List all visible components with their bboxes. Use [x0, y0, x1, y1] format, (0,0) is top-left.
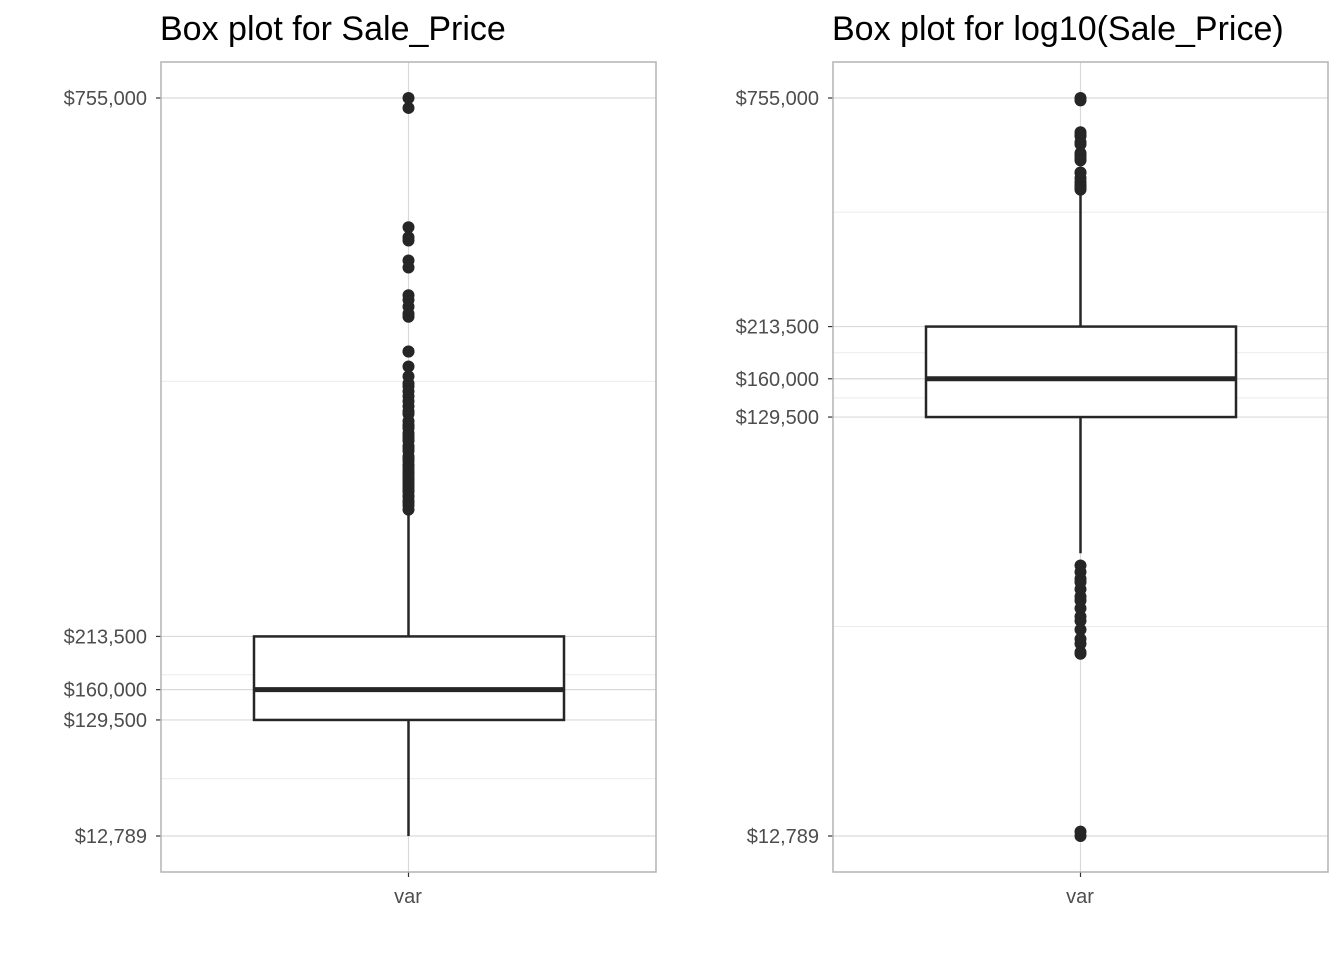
outlier-point: [1074, 614, 1087, 627]
outlier-point: [402, 503, 415, 516]
outlier-point: [402, 310, 415, 323]
y-tick-label: $12,789: [75, 826, 147, 848]
chart-title: Box plot for log10(Sale_Price): [832, 10, 1284, 48]
outlier-point: [402, 92, 415, 104]
panel-border: [832, 61, 1329, 873]
plot-area: $12,789 $129,500 $160,000 $213,500 $755,000: [736, 61, 1329, 877]
y-tick-label: $213,500: [64, 626, 147, 648]
y-tick-label: $160,000: [64, 680, 147, 702]
iqr-box: [924, 325, 1238, 419]
outlier-point: [1074, 602, 1087, 615]
outlier-point: [1074, 183, 1087, 196]
y-tick-label: $129,500: [736, 407, 819, 429]
y-tick-label: $755,000: [736, 88, 819, 110]
chart-title: Box plot for Sale_Price: [160, 10, 506, 48]
y-tick-label: $129,500: [64, 710, 147, 732]
outlier-point: [1074, 154, 1087, 167]
outlier-point: [402, 221, 415, 234]
x-tick-label: var: [1066, 886, 1094, 908]
plot-area: $12,789 $129,500 $160,000 $213,500 $755,000: [64, 61, 657, 877]
outlier-point: [1074, 138, 1087, 151]
outlier-point: [402, 360, 415, 373]
y-tick-label: $213,500: [736, 317, 819, 339]
y-tick-label: $12,789: [747, 826, 819, 848]
y-tick-label: $160,000: [736, 369, 819, 391]
outlier-point: [1074, 623, 1087, 636]
outlier-point: [402, 234, 415, 247]
chart-panel-log-sale-price: Box plot for log10(Sale_Price) $12,789$1…: [736, 10, 1329, 908]
outlier-point: [402, 345, 415, 358]
outlier-point: [1074, 94, 1087, 107]
outlier-point: [1074, 647, 1087, 660]
outlier-point: [1074, 830, 1087, 842]
outlier-point: [402, 261, 415, 274]
y-tick-label: $755,000: [64, 88, 147, 110]
panel-border: [160, 61, 657, 873]
chart-panel-sale-price: Box plot for Sale_Price $12,789$129,500$…: [64, 10, 657, 908]
outlier-point: [1074, 637, 1087, 650]
iqr-box: [252, 635, 566, 722]
x-tick-label: var: [394, 886, 422, 908]
outlier-point: [402, 101, 415, 114]
